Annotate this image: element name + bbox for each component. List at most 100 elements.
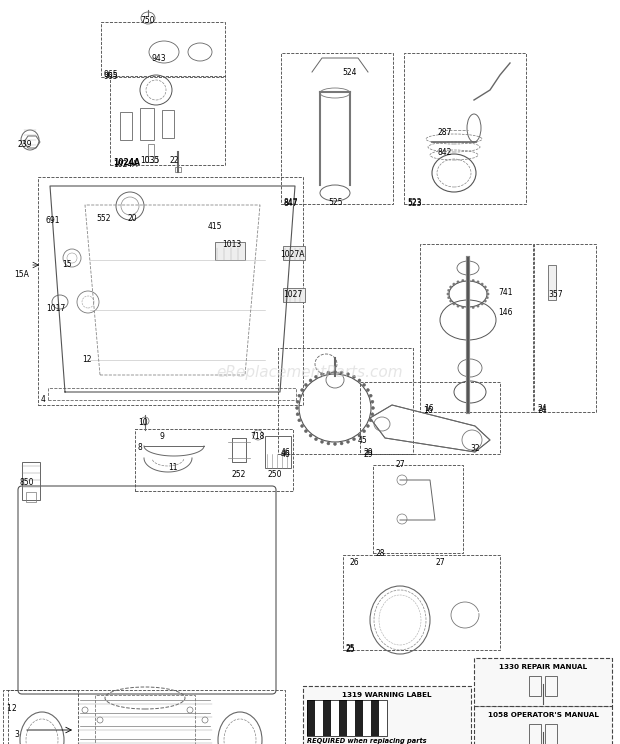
Bar xyxy=(331,700,339,736)
Bar xyxy=(148,144,154,162)
Bar xyxy=(548,265,556,300)
Circle shape xyxy=(296,413,299,416)
Text: 1013: 1013 xyxy=(222,240,241,249)
Bar xyxy=(145,156,157,162)
Circle shape xyxy=(353,375,355,378)
Text: 1319 WARNING LABEL: 1319 WARNING LABEL xyxy=(342,692,432,698)
Circle shape xyxy=(358,434,361,437)
Text: 691: 691 xyxy=(46,216,61,225)
Text: 287: 287 xyxy=(438,128,453,137)
Bar xyxy=(265,436,291,468)
Circle shape xyxy=(353,437,355,440)
Bar xyxy=(379,700,387,736)
Text: 29: 29 xyxy=(363,448,373,457)
Text: 27: 27 xyxy=(436,558,446,567)
Bar xyxy=(48,388,296,400)
Bar xyxy=(38,177,303,405)
Text: 3: 3 xyxy=(14,730,19,739)
Text: 943: 943 xyxy=(152,54,167,63)
Text: 146: 146 xyxy=(498,308,513,317)
Circle shape xyxy=(340,371,343,374)
Bar xyxy=(534,244,596,412)
Circle shape xyxy=(484,286,487,288)
Text: REQUIRED when replacing parts: REQUIRED when replacing parts xyxy=(307,738,427,744)
Text: 965: 965 xyxy=(104,72,118,81)
Text: 4: 4 xyxy=(41,395,46,404)
Circle shape xyxy=(487,293,489,295)
Circle shape xyxy=(371,406,374,409)
Text: eReplacementParts.com: eReplacementParts.com xyxy=(216,365,404,379)
Text: 850: 850 xyxy=(20,478,35,487)
Text: 750: 750 xyxy=(140,16,154,25)
Text: 1: 1 xyxy=(6,704,11,713)
Circle shape xyxy=(347,373,350,376)
Circle shape xyxy=(298,419,301,422)
Bar xyxy=(545,676,557,696)
Text: 16: 16 xyxy=(423,406,433,415)
Circle shape xyxy=(366,425,370,428)
Text: 27: 27 xyxy=(396,460,405,469)
Bar xyxy=(373,465,463,553)
Text: 32: 32 xyxy=(470,444,480,453)
Circle shape xyxy=(447,293,450,295)
Circle shape xyxy=(340,442,343,445)
Bar xyxy=(474,706,612,744)
Circle shape xyxy=(296,406,298,409)
Bar xyxy=(307,700,315,736)
Bar xyxy=(101,22,225,77)
Text: 28: 28 xyxy=(376,549,386,558)
Text: 523: 523 xyxy=(407,199,422,208)
Text: 1024A: 1024A xyxy=(113,160,138,169)
Text: 46: 46 xyxy=(281,450,291,459)
Bar xyxy=(323,700,331,736)
Text: 741: 741 xyxy=(498,288,513,297)
Text: 15A: 15A xyxy=(14,270,29,279)
Circle shape xyxy=(296,400,299,403)
Circle shape xyxy=(472,307,474,309)
Bar xyxy=(278,348,413,454)
Circle shape xyxy=(369,394,372,397)
Text: 1330 REPAIR MANUAL: 1330 REPAIR MANUAL xyxy=(499,664,587,670)
Text: 523: 523 xyxy=(407,198,422,207)
Circle shape xyxy=(477,305,479,307)
Circle shape xyxy=(457,280,459,283)
Bar xyxy=(135,429,293,491)
Text: 9: 9 xyxy=(160,432,165,441)
Circle shape xyxy=(347,440,350,443)
Text: 415: 415 xyxy=(208,222,223,231)
Circle shape xyxy=(453,303,455,305)
Text: 22: 22 xyxy=(170,156,180,165)
Text: 20: 20 xyxy=(128,214,138,223)
Text: 250: 250 xyxy=(268,470,283,479)
Circle shape xyxy=(448,296,450,299)
Bar xyxy=(363,700,371,736)
Bar xyxy=(281,53,393,204)
Circle shape xyxy=(369,419,372,422)
Text: 1058 OPERATOR'S MANUAL: 1058 OPERATOR'S MANUAL xyxy=(487,712,598,718)
Circle shape xyxy=(486,289,489,292)
Circle shape xyxy=(472,279,474,282)
Circle shape xyxy=(481,283,484,285)
Circle shape xyxy=(321,373,324,376)
Circle shape xyxy=(304,429,308,433)
Circle shape xyxy=(477,280,479,283)
Bar xyxy=(3,690,285,744)
Bar xyxy=(110,76,225,165)
Bar xyxy=(175,167,181,172)
Circle shape xyxy=(301,388,304,391)
Bar xyxy=(343,555,500,650)
Circle shape xyxy=(484,300,487,302)
Text: 11: 11 xyxy=(168,463,177,472)
Circle shape xyxy=(363,383,366,386)
Text: 24: 24 xyxy=(538,404,547,413)
Bar xyxy=(474,658,612,706)
Circle shape xyxy=(321,440,324,443)
Bar xyxy=(95,695,195,744)
Circle shape xyxy=(363,429,366,433)
Circle shape xyxy=(358,379,361,382)
Bar xyxy=(215,242,245,260)
Bar xyxy=(22,462,40,500)
Circle shape xyxy=(327,371,330,374)
Circle shape xyxy=(371,400,374,403)
Bar xyxy=(529,676,541,696)
